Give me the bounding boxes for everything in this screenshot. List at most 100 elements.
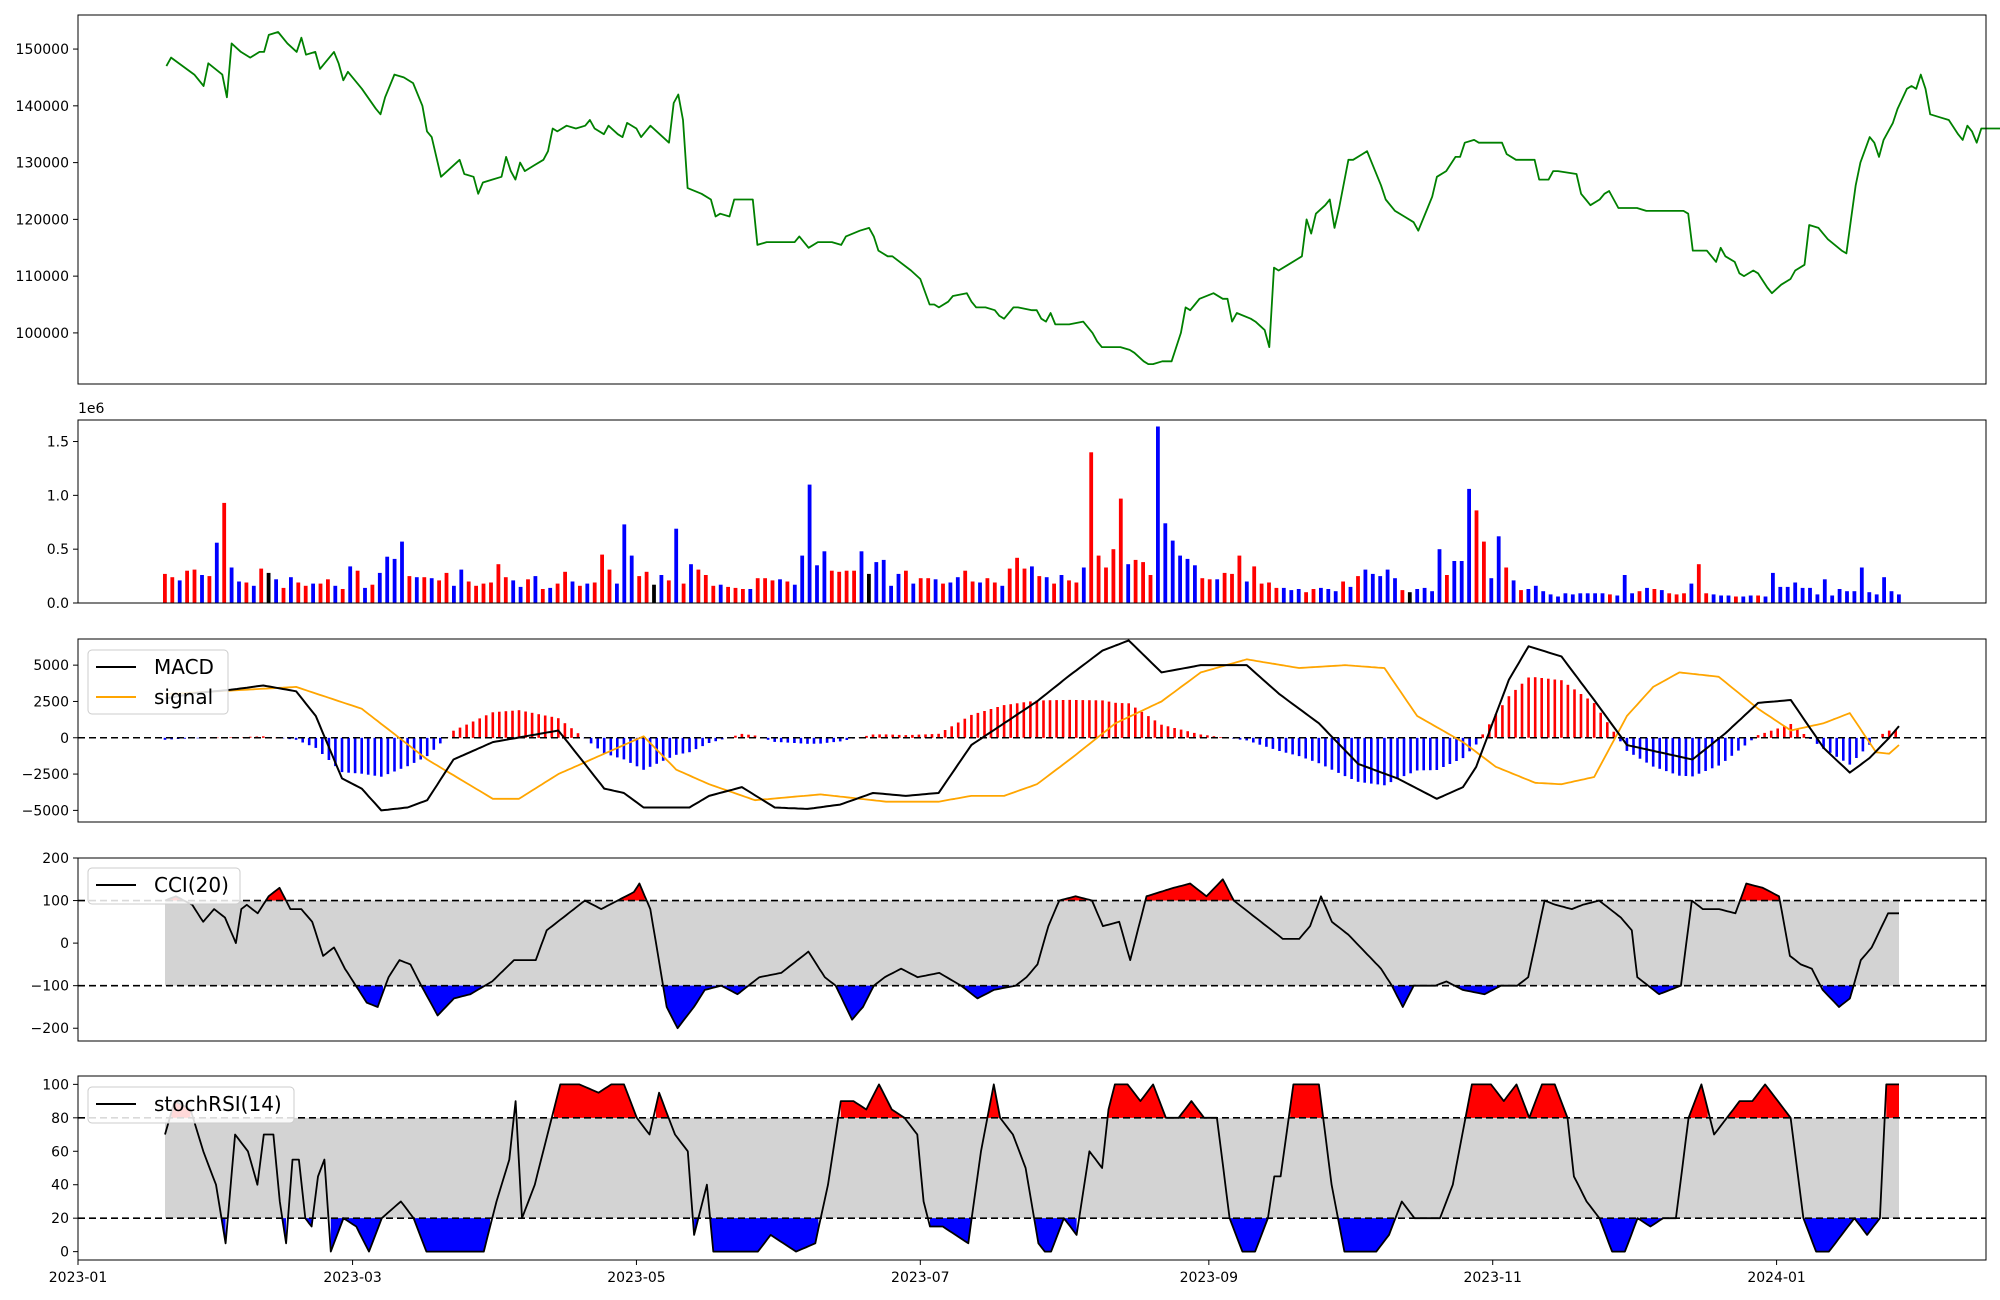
macd-histogram-bar bbox=[517, 710, 521, 738]
macd-histogram-bar bbox=[1691, 737, 1694, 777]
macd-histogram-bar bbox=[340, 737, 344, 773]
x-tick-label: 2023-07 bbox=[891, 1270, 950, 1286]
macd-histogram-bar bbox=[1140, 711, 1144, 738]
price-axes-frame bbox=[77, 14, 1987, 385]
macd-histogram-bar bbox=[1560, 680, 1563, 738]
volume-bar bbox=[741, 589, 745, 603]
macd-histogram-bar bbox=[550, 716, 554, 738]
volume-bar bbox=[1096, 555, 1101, 603]
macd-histogram-bar bbox=[1153, 720, 1157, 738]
volume-bar bbox=[1741, 596, 1746, 603]
volume-bar bbox=[563, 571, 567, 603]
volume-bar bbox=[918, 578, 923, 603]
macd-histogram-bar bbox=[1330, 737, 1334, 770]
volume-bar bbox=[1059, 575, 1064, 603]
macd-histogram-bar bbox=[1533, 677, 1537, 738]
volume-bar bbox=[822, 551, 827, 603]
macd-histogram-bar bbox=[779, 737, 783, 743]
macd-histogram-bar bbox=[1219, 737, 1222, 738]
macd-histogram-bar bbox=[570, 728, 573, 738]
volume-bar bbox=[1452, 561, 1457, 603]
volume-bar bbox=[674, 528, 679, 603]
cci-plot bbox=[78, 878, 1986, 1030]
volume-bar bbox=[800, 555, 805, 603]
cci-panel: −200 −100 0 100 200 CCI(20) bbox=[31, 851, 1987, 1042]
macd-histogram-bar bbox=[924, 734, 927, 738]
macd-histogram-bar bbox=[812, 737, 816, 744]
macd-histogram-bar bbox=[707, 737, 711, 743]
macd-histogram-bar bbox=[1258, 737, 1262, 745]
volume-bar bbox=[1822, 579, 1827, 603]
volume-bar bbox=[1193, 565, 1197, 603]
macd-y-tick-label: −2500 bbox=[22, 767, 69, 783]
volume-bar bbox=[837, 571, 842, 603]
volume-bar bbox=[414, 577, 419, 603]
macd-histogram-bar bbox=[1048, 700, 1052, 738]
stochrsi-overbought-fill bbox=[1726, 1084, 1791, 1118]
volume-bar bbox=[1674, 594, 1679, 603]
cci-y-tick-label: −100 bbox=[31, 979, 69, 995]
macd-histogram-bar bbox=[163, 737, 167, 740]
cci-oversold-fill bbox=[835, 985, 874, 1020]
stochrsi-overbought-fill bbox=[1886, 1084, 1899, 1118]
cci-overbought-fill bbox=[1059, 896, 1092, 901]
cci-y-tick-label: 100 bbox=[42, 894, 69, 910]
macd-histogram-bar bbox=[1317, 737, 1321, 764]
macd-histogram-bar bbox=[1468, 737, 1471, 752]
volume-bar bbox=[1089, 452, 1094, 603]
macd-histogram-bar bbox=[845, 737, 849, 740]
macd-histogram-bar bbox=[734, 735, 737, 738]
macd-histogram-bar bbox=[452, 730, 455, 738]
volume-bar bbox=[1645, 587, 1649, 603]
volume-bar bbox=[1341, 581, 1345, 603]
volume-bar bbox=[1296, 589, 1301, 603]
macd-histogram-bar bbox=[1009, 704, 1012, 738]
macd-histogram-bar bbox=[1756, 735, 1760, 738]
macd-histogram-bar bbox=[576, 733, 580, 738]
volume-bar bbox=[792, 584, 797, 603]
volume-bar bbox=[1734, 596, 1738, 603]
macd-histogram-bar bbox=[773, 737, 776, 742]
macd-histogram-bar bbox=[1842, 737, 1845, 761]
macd-histogram-bar bbox=[321, 737, 324, 754]
macd-histogram-bar bbox=[314, 737, 318, 748]
x-tick-label: 2024-01 bbox=[1747, 1270, 1806, 1286]
volume-bar bbox=[1133, 559, 1138, 603]
macd-histogram-bar bbox=[1651, 737, 1655, 767]
macd-histogram-bar bbox=[347, 737, 350, 773]
macd-histogram-bar bbox=[465, 724, 468, 738]
volume-bar bbox=[1852, 591, 1857, 603]
stochrsi-axes-frame bbox=[77, 1075, 1987, 1261]
volume-bar bbox=[896, 573, 901, 603]
macd-histogram-bar bbox=[1114, 702, 1117, 738]
volume-bar bbox=[1267, 582, 1271, 603]
volume-bar bbox=[1659, 590, 1664, 603]
signal-legend-label: signal bbox=[154, 685, 213, 709]
volume-bar bbox=[1667, 593, 1672, 603]
volume-bar bbox=[1363, 569, 1368, 603]
volume-y-tick-label: 1.0 bbox=[47, 488, 69, 504]
volume-bar bbox=[333, 585, 338, 603]
macd-histogram-bar bbox=[484, 715, 488, 738]
volume-bar bbox=[1370, 573, 1375, 603]
volume-bar bbox=[1141, 562, 1145, 603]
macd-histogram-bar bbox=[642, 737, 645, 770]
volume-bar bbox=[785, 581, 790, 603]
volume-bar bbox=[289, 577, 293, 603]
volume-bar bbox=[1326, 589, 1331, 603]
volume-bar bbox=[1756, 595, 1760, 603]
macd-histogram-bar bbox=[1245, 737, 1248, 741]
macd-plot bbox=[78, 639, 1986, 812]
macd-histogram-bar bbox=[720, 737, 724, 740]
macd-histogram-bar bbox=[425, 737, 429, 757]
macd-histogram-bar bbox=[622, 737, 626, 760]
volume-bar bbox=[1889, 591, 1894, 603]
stochrsi-y-tick-label: 40 bbox=[51, 1178, 69, 1194]
volume-bar bbox=[985, 578, 990, 603]
volume-bar bbox=[1118, 498, 1123, 603]
price-y-tick-label: 140000 bbox=[16, 99, 69, 115]
volume-bar bbox=[274, 579, 278, 603]
stochrsi-oversold-fill bbox=[413, 1218, 491, 1252]
volume-bar bbox=[1504, 567, 1509, 603]
macd-histogram-bar bbox=[1265, 737, 1268, 747]
